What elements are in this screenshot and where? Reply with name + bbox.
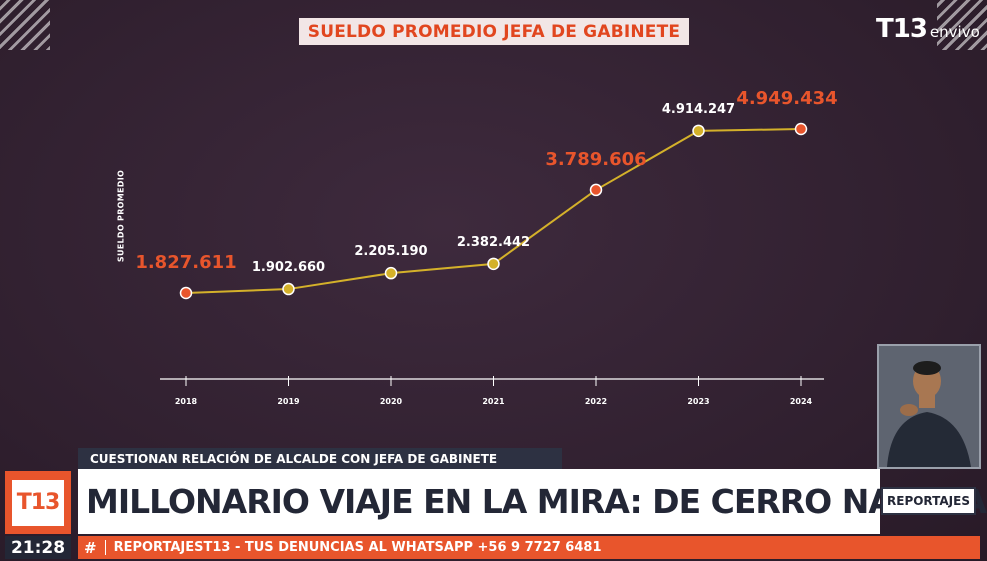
data-value-label: 3.789.606 bbox=[545, 149, 646, 170]
x-tick-label: 2021 bbox=[482, 397, 505, 406]
t13-logo-text: T13 bbox=[16, 490, 61, 515]
data-value-label: 1.902.660 bbox=[252, 260, 325, 275]
ticker-separator bbox=[104, 540, 106, 555]
x-tick-label: 2023 bbox=[687, 397, 709, 406]
data-point bbox=[282, 282, 295, 296]
x-tick-label: 2019 bbox=[277, 397, 300, 406]
live-label: envivo bbox=[929, 23, 980, 41]
corner-stripes-top-left bbox=[0, 0, 50, 50]
x-tick-label: 2020 bbox=[380, 397, 403, 406]
headline-bar: MILLONARIO VIAJE EN LA MIRA: DE CERRO NA… bbox=[78, 469, 987, 534]
data-value-label: 4.914.247 bbox=[662, 102, 735, 117]
hashtag-icon: # bbox=[84, 538, 97, 557]
program-badge: REPORTAJES bbox=[881, 487, 976, 515]
t13-logo-box: T13 bbox=[5, 471, 71, 534]
ticker-text: REPORTAJEST13 - TUS DENUNCIAS AL WHATSAP… bbox=[113, 540, 602, 555]
x-tick-label: 2018 bbox=[175, 397, 198, 406]
data-point bbox=[384, 266, 398, 280]
channel-logo-text: T13 bbox=[876, 14, 928, 44]
t13-logo: T13 bbox=[12, 479, 64, 526]
x-tick-label: 2024 bbox=[790, 397, 813, 406]
x-tick-label: 2022 bbox=[585, 397, 607, 406]
data-point bbox=[589, 183, 603, 197]
corner-stripes-top-right bbox=[937, 0, 987, 50]
sign-language-interpreter-figure-icon bbox=[879, 346, 979, 467]
data-point bbox=[692, 124, 705, 138]
data-value-label: 2.382.442 bbox=[457, 235, 530, 250]
clock-box: 21:28 bbox=[5, 536, 71, 559]
data-point bbox=[794, 122, 808, 136]
chart-title-box: SUELDO PROMEDIO JEFA DE GABINETE bbox=[299, 18, 689, 45]
sign-language-interpreter bbox=[877, 344, 981, 469]
channel-logo: T13 envivo bbox=[876, 14, 980, 44]
data-value-label: 1.827.611 bbox=[135, 252, 236, 273]
program-badge-text: REPORTAJES bbox=[887, 494, 970, 508]
kicker-text: CUESTIONAN RELACIÓN DE ALCALDE CON JEFA … bbox=[90, 451, 498, 466]
data-value-label: 4.949.434 bbox=[736, 88, 837, 109]
clock-time: 21:28 bbox=[10, 537, 66, 558]
chart-title: SUELDO PROMEDIO JEFA DE GABINETE bbox=[307, 21, 681, 42]
headline-text: MILLONARIO VIAJE EN LA MIRA: DE CERRO NA… bbox=[86, 482, 987, 521]
kicker-bar: CUESTIONAN RELACIÓN DE ALCALDE CON JEFA … bbox=[78, 448, 562, 469]
ticker-bar: # REPORTAJEST13 - TUS DENUNCIAS AL WHATS… bbox=[78, 536, 980, 559]
data-point bbox=[179, 286, 193, 300]
data-value-label: 2.205.190 bbox=[354, 244, 427, 259]
data-point bbox=[487, 257, 500, 271]
